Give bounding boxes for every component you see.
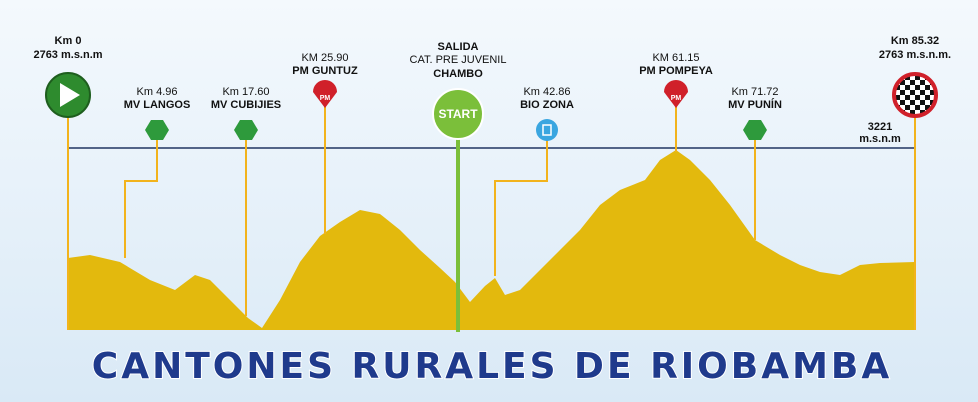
start-badge-text: START xyxy=(438,107,478,121)
finish-icon xyxy=(892,72,938,118)
bin-icon xyxy=(542,124,552,136)
departure-title: SALIDA xyxy=(438,41,479,53)
marker: Km 71.72 MV PUNÍN xyxy=(728,86,782,140)
marker: KM 61.15 PM POMPEYA PM xyxy=(639,52,713,108)
marker-name: MV PUNÍN xyxy=(728,98,782,111)
start-km: Km 0 xyxy=(55,35,82,47)
marker-km: KM 25.90 xyxy=(301,52,348,64)
marker-km: Km 4.96 xyxy=(137,86,178,98)
marker-name: BIO ZONA xyxy=(520,99,574,111)
marker-km: Km 17.60 xyxy=(222,86,269,98)
marker: Km 17.60 MV CUBIJIES xyxy=(211,86,281,140)
mountain-icon xyxy=(664,80,688,108)
start-badge xyxy=(432,88,484,140)
marker-km: Km 42.86 xyxy=(523,86,570,98)
mountain-icon-text: PM xyxy=(671,95,682,102)
leader xyxy=(494,135,548,276)
sprint-icon xyxy=(743,120,767,140)
marker-km: Km 71.72 xyxy=(731,86,778,98)
marker: Km 42.86 BIO ZONA xyxy=(520,86,574,141)
marker: Km 4.96 MV LANGOS xyxy=(124,86,191,140)
max-unit: m.s.n.m xyxy=(859,133,901,145)
finish-km: Km 85.32 xyxy=(891,35,939,47)
marker-name: PM GUNTUZ xyxy=(292,65,358,77)
footer-title: CANTONES RURALES DE RIOBAMBA xyxy=(92,346,892,387)
play-icon xyxy=(60,83,80,107)
max-value: 3221 xyxy=(868,121,892,133)
marker-name: MV CUBIJIES xyxy=(211,99,281,111)
marker-km: KM 61.15 xyxy=(652,52,699,64)
mountain-icon-text: PM xyxy=(320,95,331,102)
marker: KM 25.90 PM GUNTUZ PM xyxy=(292,52,358,108)
finish-altitude: 2763 m.s.n.m. xyxy=(879,49,951,61)
leader xyxy=(124,135,158,258)
departure-place: CHAMBO xyxy=(433,68,483,80)
elevation-profile xyxy=(68,150,915,330)
departure-category: CAT. PRE JUVENIL xyxy=(410,54,507,66)
sprint-icon xyxy=(234,120,258,140)
mountain-icon xyxy=(313,80,337,108)
sprint-icon xyxy=(145,120,169,140)
marker-name: MV LANGOS xyxy=(124,99,191,111)
start-altitude: 2763 m.s.n.m xyxy=(33,49,102,61)
feed-icon xyxy=(536,119,558,141)
marker-name: PM POMPEYA xyxy=(639,65,713,77)
